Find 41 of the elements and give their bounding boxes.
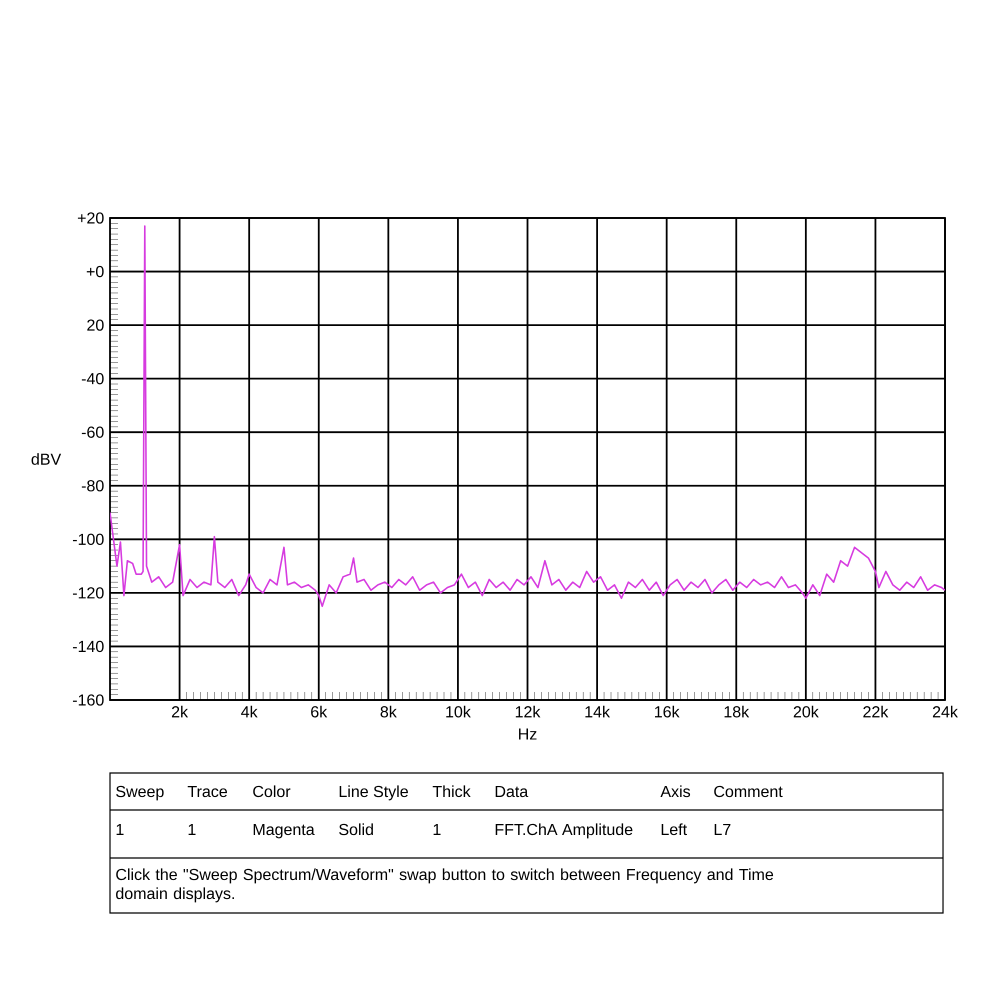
- text: 1: [188, 824, 196, 835]
- text: Comment: [714, 786, 783, 798]
- x-tick-label: 20k: [794, 706, 819, 718]
- x-tick-label: 4k: [241, 706, 258, 718]
- x-tick-label: 8k: [380, 706, 397, 718]
- text: Color: [253, 785, 290, 798]
- y-tick-label: -60: [82, 426, 104, 438]
- y-tick-label: -80: [82, 480, 104, 492]
- x-tick-label: 12k: [516, 706, 540, 718]
- text: Data: [496, 786, 528, 798]
- text: Thick: [432, 785, 471, 798]
- text: Line Style: [340, 785, 408, 800]
- text: L7: [714, 824, 730, 835]
- x-tick-label: 16k: [655, 706, 680, 718]
- text: 1: [434, 824, 441, 835]
- text: 1: [116, 824, 124, 835]
- x-tick-label: 6k: [311, 706, 328, 718]
- text: Click the "Sweep Spectrum/Waveform" swap button to switch between Frequency and Time domain displays.: [116, 868, 774, 902]
- y-tick-label: -140: [72, 640, 104, 652]
- y-tick-label: -120: [72, 587, 104, 599]
- text: Trace: [188, 786, 227, 798]
- y-tick-label: 20: [87, 319, 104, 331]
- y-tick-label: +0: [86, 266, 104, 278]
- x-tick-label: 14k: [585, 706, 610, 718]
- text: Axis: [660, 785, 690, 798]
- x-tick-label: 2k: [172, 706, 188, 718]
- text: Sweep: [116, 786, 164, 800]
- y-tick-label: -100: [72, 534, 104, 545]
- y-tick-label: -40: [82, 373, 104, 384]
- text: Solid: [339, 823, 373, 836]
- x-axis-title: Hz: [519, 728, 536, 740]
- y-tick-label: +20: [78, 212, 104, 224]
- y-axis-title: dBV: [32, 453, 62, 465]
- x-tick-label: 18k: [724, 706, 750, 718]
- x-tick-label: 24k: [932, 706, 958, 718]
- y-tick-label: -160: [72, 694, 104, 706]
- text: FFT.ChA Amplitude: [496, 823, 632, 838]
- x-tick-label: 10k: [446, 706, 471, 718]
- text: Left: [662, 823, 687, 836]
- text: Magenta: [254, 824, 315, 838]
- x-tick-label: 22k: [863, 706, 888, 718]
